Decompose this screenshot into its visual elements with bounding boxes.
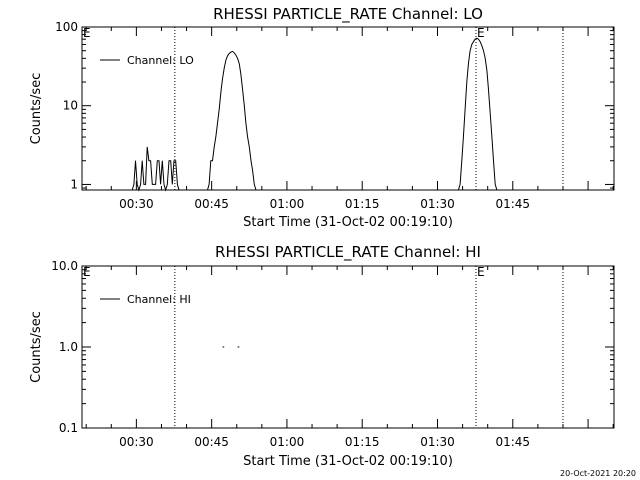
chart-title: RHESSI PARTICLE_RATE Channel: LO bbox=[213, 5, 483, 24]
x-axis-label: Start Time (31-Oct-02 00:19:10) bbox=[243, 215, 453, 230]
plot-frame bbox=[81, 26, 615, 191]
x-tick-label: 00:30 bbox=[119, 197, 154, 211]
y-tick-label: 100 bbox=[55, 20, 78, 34]
series-line bbox=[457, 37, 498, 191]
x-tick-label: 01:15 bbox=[345, 197, 380, 211]
y-axis-label: Counts/sec bbox=[29, 311, 44, 383]
y-axis-label: Counts/sec bbox=[29, 73, 44, 145]
y-tick-label: 1.0 bbox=[59, 340, 78, 354]
x-tick-label: 01:45 bbox=[495, 197, 530, 211]
y-tick-label: 10 bbox=[63, 99, 78, 113]
x-tick-label: 00:30 bbox=[119, 435, 154, 449]
x-tick-label: 01:00 bbox=[270, 197, 305, 211]
chart-title: RHESSI PARTICLE_RATE Channel: HI bbox=[215, 243, 481, 262]
plot-frame bbox=[81, 265, 615, 429]
x-axis-label: Start Time (31-Oct-02 00:19:10) bbox=[243, 454, 453, 469]
y-tick-label: 10.0 bbox=[51, 259, 78, 273]
x-tick-label: 01:30 bbox=[420, 435, 455, 449]
legend-entry: Channel: LO bbox=[127, 54, 194, 67]
series-line bbox=[207, 50, 257, 191]
x-tick-label: 01:00 bbox=[270, 435, 305, 449]
y-tick-label: 0.1 bbox=[59, 421, 78, 435]
x-tick-label: 00:45 bbox=[194, 197, 229, 211]
marker-label: E bbox=[477, 26, 485, 40]
y-tick-label: 1 bbox=[70, 177, 78, 191]
legend-entry: Channel: HI bbox=[127, 293, 191, 306]
x-tick-label: 01:45 bbox=[495, 435, 530, 449]
x-tick-label: 01:30 bbox=[420, 197, 455, 211]
series-line bbox=[131, 146, 180, 192]
marker-label: E bbox=[477, 265, 485, 279]
generation-timestamp: 20-Oct-2021 20:20 bbox=[560, 469, 636, 478]
x-tick-label: 00:45 bbox=[194, 435, 229, 449]
marker-label: E bbox=[83, 26, 91, 40]
marker-label: E bbox=[83, 265, 91, 279]
x-tick-label: 01:15 bbox=[345, 435, 380, 449]
